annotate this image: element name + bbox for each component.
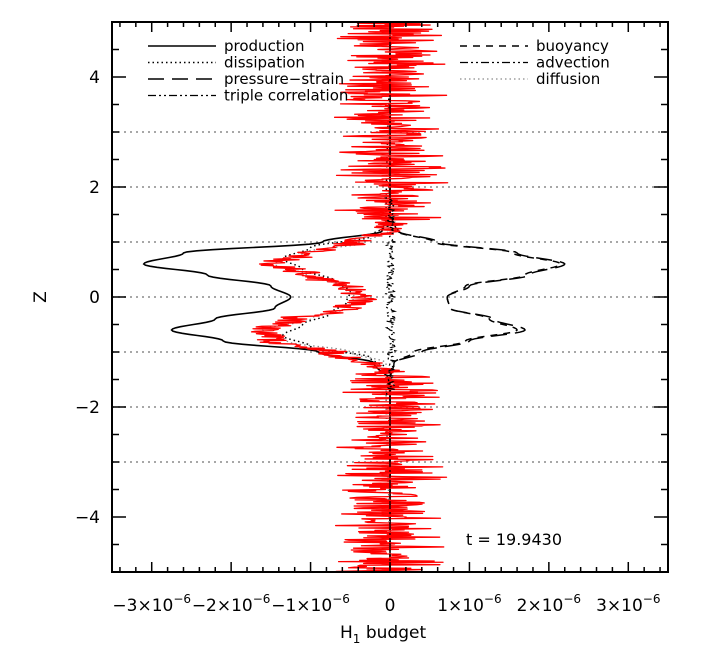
x-tick-label: 1×10−6 xyxy=(437,592,501,616)
y-axis-ticks: 4 2 0 −2 −4 xyxy=(75,21,668,573)
legend: productiondissipationpressure−straintrip… xyxy=(148,37,610,105)
y-tick-label: 0 xyxy=(89,288,100,308)
legend-label: buoyancy xyxy=(536,37,609,55)
y-tick-label: −4 xyxy=(75,508,100,528)
x-tick-label: 3×10−6 xyxy=(596,592,660,616)
x-axis-title: H1 budget xyxy=(340,623,426,646)
x-tick-label: −2×10−6 xyxy=(192,592,271,616)
y-tick-label: 2 xyxy=(89,178,100,198)
series-triple-correlation xyxy=(383,22,398,572)
series-pressure-strain xyxy=(389,22,566,572)
y-axis-title: Z xyxy=(31,291,51,303)
x-axis-title-rest: budget xyxy=(360,623,426,643)
y-tick-label: 4 xyxy=(89,68,100,88)
x-axis-ticks: −3×10−6 −2×10−6 −1×10−6 0 1×10−6 2×10−6 3×10−6 xyxy=(112,22,661,616)
legend-label: production xyxy=(224,37,305,55)
legend-label: pressure−strain xyxy=(224,70,344,88)
series-lines xyxy=(142,21,566,573)
series-buoyancy xyxy=(389,22,562,572)
y-tick-label: −2 xyxy=(75,398,100,418)
x-axis-title-sub: 1 xyxy=(353,632,361,646)
legend-label: dissipation xyxy=(224,54,305,72)
legend-label: triple correlation xyxy=(224,87,348,105)
time-annotation: t = 19.9430 xyxy=(466,530,562,549)
x-tick-label: −1×10−6 xyxy=(271,592,350,616)
legend-label: diffusion xyxy=(536,70,600,88)
x-axis-title-main: H xyxy=(340,623,353,643)
x-tick-label: 0 xyxy=(385,596,396,616)
legend-label: advection xyxy=(536,54,610,72)
x-tick-label: 2×10−6 xyxy=(517,592,581,616)
x-tick-label: −3×10−6 xyxy=(112,592,191,616)
series-red-budget xyxy=(250,21,449,573)
